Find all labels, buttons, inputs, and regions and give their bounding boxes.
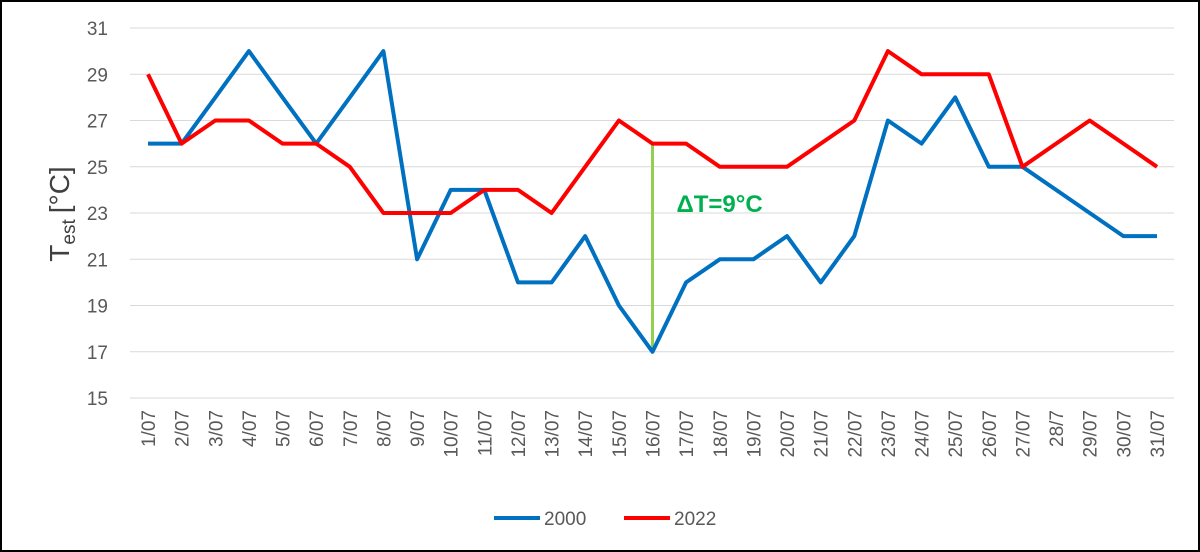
y-axis-label: Test [°C] — [44, 166, 80, 261]
x-tick-label: 21/07 — [812, 410, 833, 458]
x-tick-label: 20/07 — [778, 410, 799, 458]
y-tick-label: 17 — [87, 343, 108, 364]
y-axis-label-unit: [°C] — [44, 166, 75, 213]
y-tick-label: 31 — [87, 19, 108, 40]
y-axis-label-sub: est — [59, 219, 80, 245]
x-tick-label: 8/07 — [374, 410, 395, 447]
x-tick-label: 24/07 — [913, 410, 934, 458]
y-tick-label: 25 — [87, 158, 108, 179]
x-tick-label: 17/07 — [677, 410, 698, 458]
x-tick-label: 3/07 — [206, 410, 227, 447]
x-tick-label: 15/07 — [610, 410, 631, 458]
y-tick-label: 15 — [87, 389, 108, 410]
y-tick-labels: 15 17 19 21 23 25 27 29 31 — [87, 19, 108, 410]
legend-label: 2022 — [674, 509, 716, 530]
legend: 2000 2022 — [494, 509, 716, 530]
x-tick-label: 10/07 — [442, 410, 463, 458]
x-tick-label: 13/07 — [543, 410, 564, 458]
x-tick-label: 1/07 — [139, 410, 160, 447]
x-tick-label: 16/07 — [644, 410, 665, 458]
x-tick-label: 5/07 — [274, 410, 295, 447]
delta-annotation: ΔT=9°C — [651, 143, 763, 352]
x-tick-label: 14/07 — [576, 410, 597, 458]
x-tick-label: 27/07 — [1013, 410, 1034, 458]
y-tick-label: 23 — [87, 204, 108, 225]
x-tick-label: 7/07 — [341, 410, 362, 447]
x-tick-label: 23/07 — [879, 410, 900, 458]
y-tick-label: 29 — [87, 65, 108, 86]
y-tick-label: 27 — [87, 112, 108, 133]
delta-label: ΔT=9°C — [677, 191, 763, 218]
x-tick-label: 22/07 — [845, 410, 866, 458]
y-axis-label-main: T — [44, 245, 75, 262]
x-tick-label: 2/07 — [173, 410, 194, 447]
series-lines — [146, 49, 1159, 354]
x-tick-label: 6/07 — [307, 410, 328, 447]
x-tick-label: 31/07 — [1148, 410, 1169, 458]
x-tick-label: 28/7 — [1047, 410, 1068, 447]
x-tick-label: 29/07 — [1081, 410, 1102, 458]
series-line-2022 — [146, 49, 1159, 215]
x-tick-label: 26/07 — [980, 410, 1001, 458]
x-tick-label: 30/07 — [1114, 410, 1135, 458]
x-tick-labels: 1/07 2/07 3/07 4/07 5/07 6/07 7/07 8/07 9/07 10/0… — [139, 410, 1169, 458]
x-tick-label: 11/07 — [475, 410, 496, 456]
x-tick-label: 25/07 — [946, 410, 967, 458]
y-tick-label: 19 — [87, 297, 108, 318]
legend-label: 2000 — [544, 509, 586, 530]
x-tick-label: 9/07 — [408, 410, 429, 447]
x-tick-label: 18/07 — [711, 410, 732, 458]
x-tick-label: 4/07 — [240, 410, 261, 447]
x-tick-label: 19/07 — [744, 410, 765, 458]
y-tick-label: 21 — [87, 250, 108, 271]
x-tick-label: 12/07 — [509, 410, 530, 458]
